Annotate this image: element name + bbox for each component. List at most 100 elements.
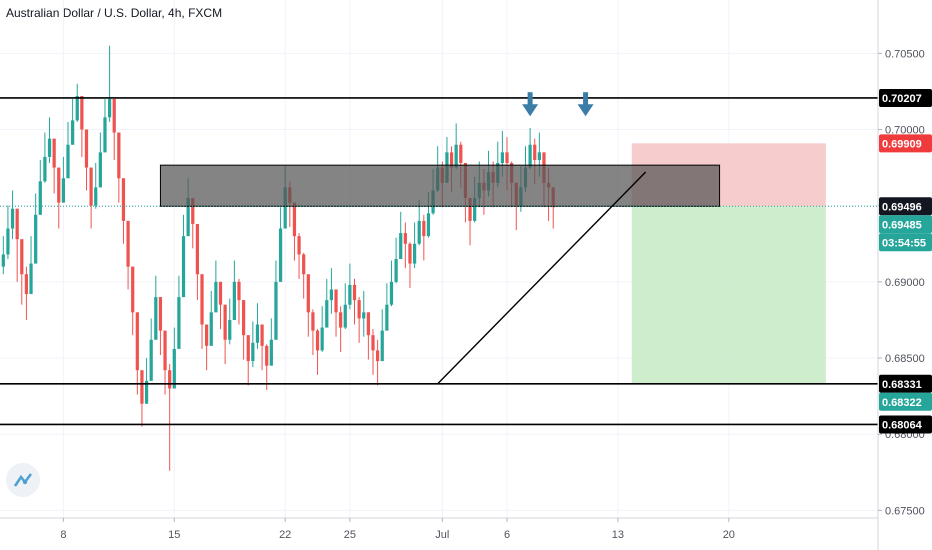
candle-body[interactable] [61, 178, 66, 203]
candle-body[interactable] [385, 304, 389, 331]
candle-body[interactable] [186, 198, 190, 237]
candle-body[interactable] [473, 198, 477, 221]
candle-body[interactable] [140, 370, 144, 404]
candle-body[interactable] [191, 198, 195, 224]
candle-body[interactable] [394, 259, 398, 282]
price-badge[interactable]: 0.70207 [879, 88, 932, 107]
candle-body[interactable] [20, 239, 24, 275]
candle-body[interactable] [94, 187, 98, 206]
candle-body[interactable] [500, 152, 505, 164]
candle-body[interactable] [177, 297, 181, 349]
candle-body[interactable] [533, 144, 537, 160]
candle-body[interactable] [449, 152, 454, 168]
price-badge[interactable]: 0.69485 [879, 215, 932, 234]
candle-body[interactable] [15, 208, 19, 240]
candle-body[interactable] [52, 138, 56, 168]
candle-body[interactable] [98, 152, 102, 188]
candle-body[interactable] [306, 274, 310, 313]
candle-body[interactable] [131, 266, 135, 313]
arrow-down-icon[interactable] [522, 92, 539, 117]
candle-body[interactable] [1, 254, 5, 267]
candle-body[interactable] [422, 220, 426, 237]
price-badge[interactable]: 0.69496 [879, 197, 932, 216]
drawings[interactable] [0, 92, 878, 426]
candle-body[interactable] [135, 312, 139, 371]
candle-body[interactable] [269, 339, 273, 366]
candle-body[interactable] [334, 289, 338, 313]
candle-body[interactable] [57, 167, 61, 203]
candle-body[interactable] [357, 300, 361, 319]
candle-body[interactable] [320, 327, 324, 351]
price-badge[interactable]: 0.68322 [879, 392, 932, 411]
candle-body[interactable] [107, 99, 112, 118]
candle-body[interactable] [200, 274, 204, 325]
candle-body[interactable] [237, 281, 241, 301]
candle-body[interactable] [246, 335, 250, 362]
candle-body[interactable] [121, 178, 126, 221]
candle-body[interactable] [195, 223, 200, 275]
candle-body[interactable] [117, 132, 121, 179]
candle-body[interactable] [255, 324, 260, 343]
candle-body[interactable] [297, 236, 301, 255]
candle-body[interactable] [283, 187, 287, 229]
candle-body[interactable] [205, 324, 209, 346]
price-axis[interactable]: 0.705000.700000.695000.690000.685000.680… [877, 0, 932, 550]
candle-body[interactable] [339, 312, 343, 328]
candle-body[interactable] [80, 95, 84, 130]
candle-body[interactable] [366, 312, 370, 336]
candle-body[interactable] [325, 300, 329, 328]
candle-body[interactable] [468, 198, 472, 221]
candle-body[interactable] [315, 330, 320, 351]
candle-body[interactable] [348, 284, 352, 305]
candle-body[interactable] [311, 312, 315, 331]
candle-body[interactable] [375, 350, 380, 362]
candle-body[interactable] [302, 254, 306, 275]
candle-body[interactable] [278, 228, 283, 282]
candle-body[interactable] [181, 236, 186, 298]
candle-body[interactable] [154, 297, 158, 340]
candle-body[interactable] [412, 243, 417, 264]
candle-body[interactable] [168, 370, 172, 389]
candle-body[interactable] [47, 138, 52, 157]
candle-body[interactable] [10, 208, 15, 229]
candle-body[interactable] [66, 144, 70, 179]
candle-body[interactable] [241, 300, 246, 336]
candle-body[interactable] [126, 220, 130, 267]
trendline[interactable] [437, 171, 647, 385]
candle-body[interactable] [158, 297, 163, 331]
candle-body[interactable] [292, 202, 297, 237]
candle-body[interactable] [144, 380, 149, 404]
candle-body[interactable] [214, 281, 218, 313]
candle-body[interactable] [89, 167, 93, 206]
candle-body[interactable] [403, 233, 407, 244]
candle-body[interactable] [380, 330, 384, 362]
candle-body[interactable] [459, 144, 463, 164]
candle-body[interactable] [112, 99, 116, 133]
candle-body[interactable] [43, 156, 47, 182]
candle-body[interactable] [29, 263, 33, 295]
candle-body[interactable] [265, 345, 269, 366]
time-axis[interactable]: 8 15 22 25 Jul 6 13 20 [0, 517, 878, 541]
candle-body[interactable] [84, 129, 89, 168]
candle-body[interactable] [260, 324, 264, 346]
candle-body[interactable] [34, 214, 38, 264]
candle-body[interactable] [251, 342, 255, 362]
candle-body[interactable] [274, 281, 278, 340]
candle-body[interactable] [228, 319, 232, 340]
price-badge[interactable]: 0.69909 [879, 134, 932, 153]
candle-body[interactable] [426, 213, 431, 237]
resistance-zone[interactable] [159, 164, 721, 207]
candle-body[interactable] [223, 304, 227, 340]
candle-body[interactable] [389, 281, 394, 305]
candle-body[interactable] [71, 120, 75, 145]
candle-body[interactable] [103, 117, 107, 153]
candle-body[interactable] [232, 281, 236, 320]
arrow-down-icon[interactable] [577, 92, 594, 117]
candle-body[interactable] [209, 312, 213, 346]
candle-body[interactable] [505, 152, 509, 164]
candles[interactable] [1, 45, 555, 471]
candle-body[interactable] [38, 181, 42, 215]
candle-body[interactable] [528, 144, 532, 168]
candle-body[interactable] [75, 95, 79, 121]
